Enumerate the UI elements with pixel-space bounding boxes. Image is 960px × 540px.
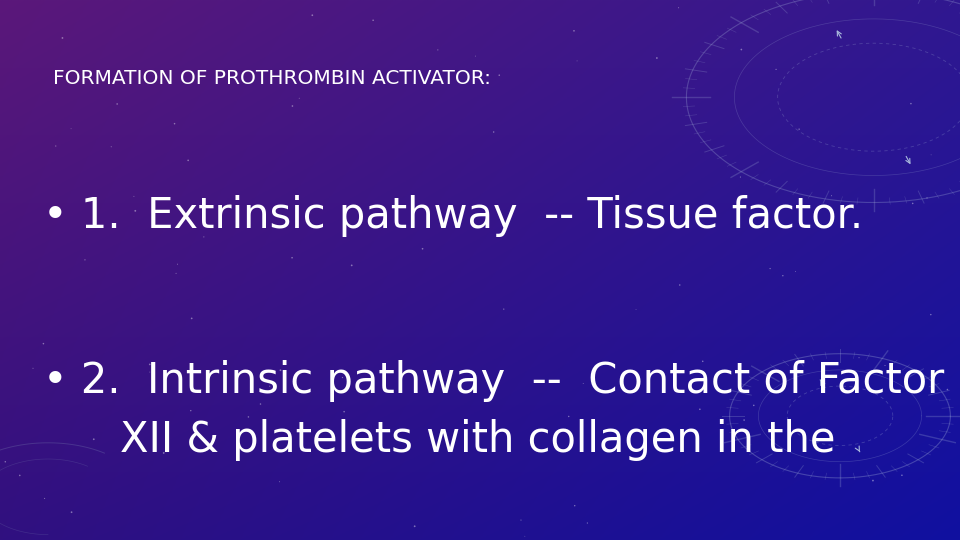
Point — [252, 400, 268, 408]
Point — [142, 360, 157, 369]
Point — [63, 124, 79, 133]
Point — [25, 364, 40, 373]
Text: • 2.  Intrinsic pathway  --  Contact of Factor: • 2. Intrinsic pathway -- Contact of Fac… — [43, 360, 945, 402]
Point — [196, 233, 211, 241]
Point — [304, 11, 320, 19]
Point — [241, 413, 256, 421]
Point — [77, 255, 92, 264]
Point — [183, 406, 199, 415]
Point — [86, 435, 102, 443]
Point — [746, 401, 761, 410]
Point — [514, 516, 529, 524]
Point — [920, 194, 935, 202]
Point — [894, 471, 909, 480]
Point — [36, 339, 51, 348]
Point — [672, 281, 687, 289]
Point — [36, 494, 52, 503]
Point — [791, 125, 806, 133]
Point — [366, 16, 381, 25]
Point — [336, 407, 351, 416]
Point — [468, 52, 483, 60]
Point — [736, 416, 752, 424]
Point — [877, 361, 893, 370]
Point — [48, 141, 63, 150]
Point — [576, 379, 591, 388]
Point — [272, 477, 287, 486]
Point — [567, 501, 583, 510]
Point — [262, 382, 277, 390]
Text: • 1.  Extrinsic pathway  -- Tissue factor.: • 1. Extrinsic pathway -- Tissue factor. — [43, 195, 863, 237]
Point — [170, 260, 185, 268]
Point — [104, 143, 119, 151]
Point — [12, 471, 28, 480]
Point — [580, 519, 595, 528]
Point — [566, 26, 582, 35]
Point — [924, 310, 939, 319]
Point — [924, 151, 939, 159]
Point — [167, 119, 182, 128]
Point — [128, 206, 143, 215]
Point — [496, 305, 512, 313]
Point — [109, 100, 125, 109]
Point — [352, 70, 368, 78]
Point — [492, 71, 507, 79]
Point — [629, 305, 644, 314]
Point — [184, 314, 200, 323]
Point — [335, 373, 350, 382]
Point — [940, 385, 955, 394]
Point — [569, 57, 585, 65]
Point — [775, 272, 790, 280]
Point — [695, 357, 710, 366]
Point — [430, 45, 445, 54]
Point — [168, 269, 183, 278]
Point — [0, 457, 13, 466]
Point — [788, 267, 804, 276]
Point — [671, 3, 686, 12]
Point — [824, 191, 839, 200]
Point — [692, 405, 708, 414]
Point — [273, 366, 288, 375]
Point — [284, 253, 300, 262]
Point — [561, 412, 576, 421]
Point — [180, 156, 196, 165]
Text: XII & platelets with collagen in the: XII & platelets with collagen in the — [67, 419, 836, 461]
Point — [649, 53, 664, 62]
Point — [865, 476, 880, 485]
Point — [292, 94, 307, 103]
Point — [407, 522, 422, 531]
Point — [768, 65, 783, 74]
Point — [732, 173, 748, 181]
Point — [344, 261, 359, 269]
Point — [517, 532, 533, 540]
Point — [852, 353, 867, 362]
Point — [733, 45, 749, 54]
Point — [142, 368, 157, 376]
Point — [903, 99, 919, 108]
Point — [905, 199, 921, 208]
Point — [126, 192, 141, 201]
Point — [415, 245, 430, 253]
Point — [55, 33, 70, 42]
Point — [486, 127, 501, 136]
Point — [285, 102, 300, 110]
Point — [156, 449, 172, 457]
Point — [64, 508, 80, 517]
Point — [762, 264, 778, 273]
Text: FORMATION OF PROTHROMBIN ACTIVATOR:: FORMATION OF PROTHROMBIN ACTIVATOR: — [53, 69, 491, 88]
